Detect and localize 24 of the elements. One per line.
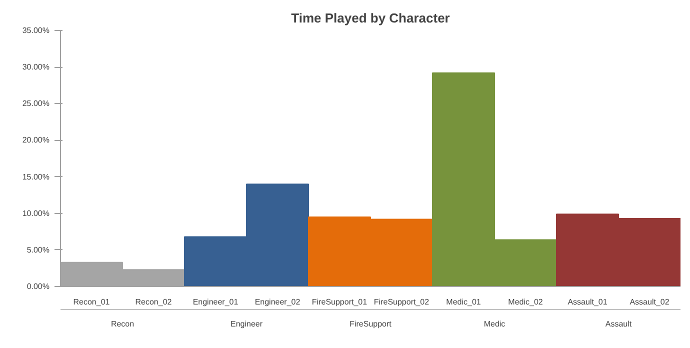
text: FireSupport xyxy=(350,320,392,328)
y-tick-label: 30.00% xyxy=(22,62,50,72)
text: Assault xyxy=(605,320,632,328)
x-tick-label: Recon_02 xyxy=(135,298,172,306)
chart-title: Time Played by Character xyxy=(291,10,450,26)
x-tick-label: FireSupport_02 xyxy=(374,298,430,306)
x-tick-label: Engineer_02 xyxy=(254,298,301,306)
y-tick-label: 10.00% xyxy=(22,208,50,218)
x-tick-label: Recon_01 xyxy=(73,298,110,306)
x-tick-label: Medic_02 xyxy=(508,298,544,306)
text: Medic xyxy=(484,320,506,328)
y-tick-label: 0.00% xyxy=(26,282,50,291)
text: Engineer xyxy=(230,320,263,328)
x-tick-label: Medic_01 xyxy=(446,298,482,306)
text: Recon xyxy=(110,320,134,328)
x-tick-label: Assault_02 xyxy=(630,298,670,306)
y-tick-label: 35.00% xyxy=(22,26,50,35)
y-tick-label: 15.00% xyxy=(22,172,50,182)
x-tick-label: Assault_01 xyxy=(568,298,608,306)
y-tick-label: 25.00% xyxy=(22,99,50,108)
x-tick-label: Engineer_01 xyxy=(192,298,239,306)
y-tick-label: 20.00% xyxy=(22,136,50,145)
x-tick-label: FireSupport_01 xyxy=(312,298,368,306)
y-tick-label: 5.00% xyxy=(26,245,50,254)
